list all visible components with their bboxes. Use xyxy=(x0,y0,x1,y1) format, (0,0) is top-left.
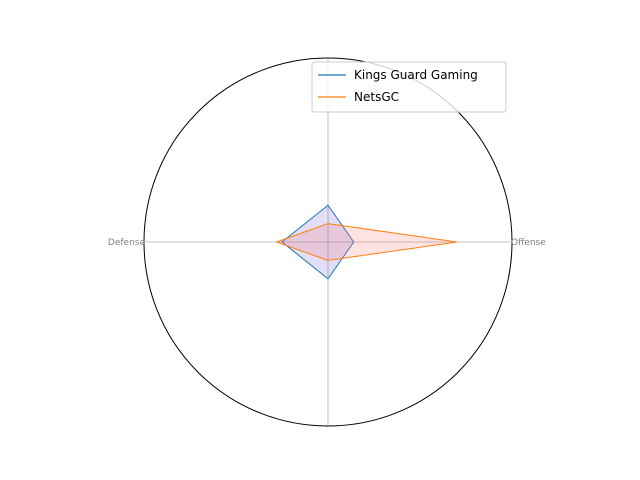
legend-box xyxy=(311,61,507,113)
axis-labels: Offense Defense xyxy=(108,238,546,248)
series-area-netsgc xyxy=(276,223,457,261)
series-layer xyxy=(274,204,457,280)
axis-label-defense: Defense xyxy=(108,238,146,248)
legend: Kings Guard Gaming NetsGC xyxy=(311,61,507,113)
legend-label-kings-guard-gaming: Kings Guard Gaming xyxy=(354,68,478,82)
series-line-netsgc xyxy=(274,223,457,261)
outer-circle xyxy=(143,57,513,427)
legend-label-netsgc: NetsGC xyxy=(354,90,399,104)
series-line-kings-guard-gaming xyxy=(281,204,355,280)
axis-label-offense: Offense xyxy=(511,238,546,248)
series-area-kings-guard-gaming xyxy=(282,205,354,279)
